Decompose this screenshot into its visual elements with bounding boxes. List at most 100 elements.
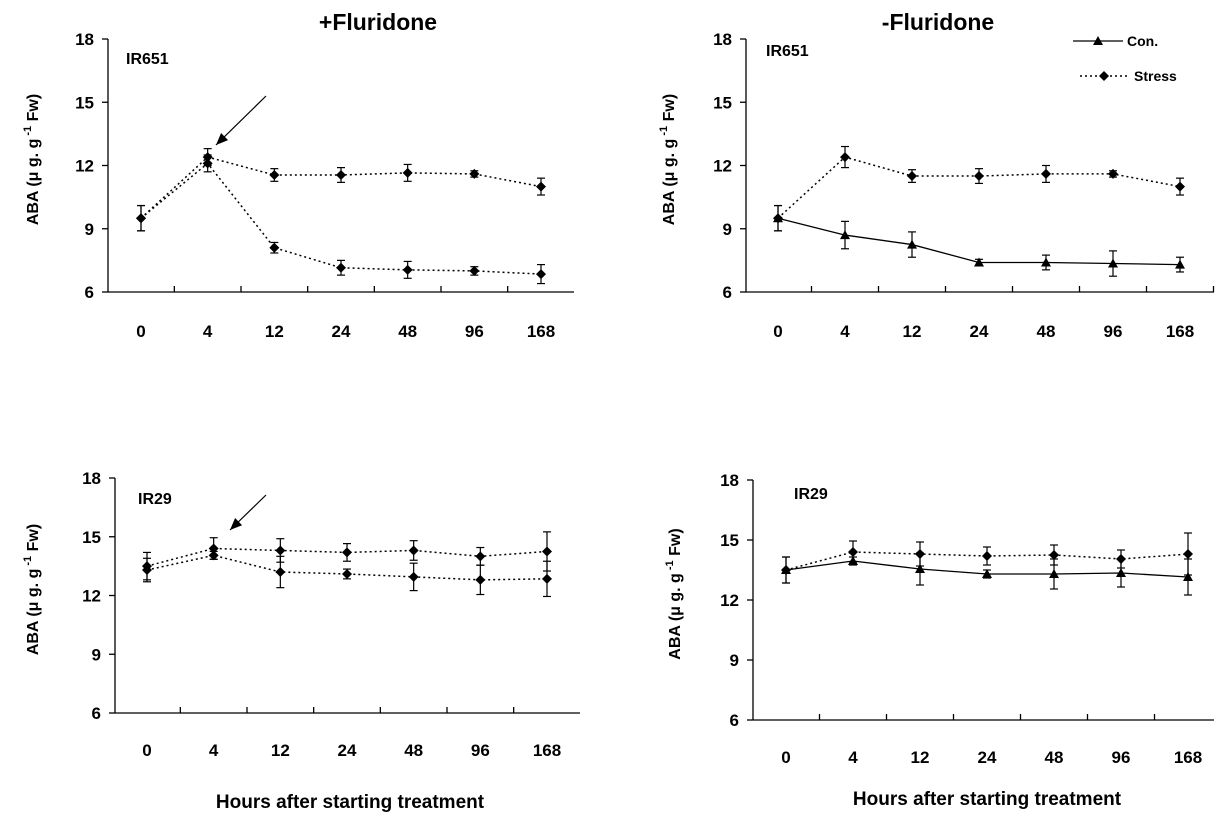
x-axis-label-left: Hours after starting treatment [216, 792, 485, 813]
data-point-diamond [208, 550, 219, 561]
x-tick-label: 48 [1037, 322, 1056, 341]
y-tick-label: 9 [85, 220, 94, 239]
x-tick-label: 4 [209, 741, 219, 760]
data-point-diamond [342, 568, 352, 579]
annotation-arrow-head-icon [216, 133, 229, 145]
y-tick-label: 18 [720, 471, 739, 490]
data-point-diamond [907, 171, 917, 182]
y-tick-label: 12 [82, 587, 101, 606]
data-point-diamond [1041, 168, 1051, 179]
x-tick-label: 0 [136, 322, 145, 341]
data-point-diamond [542, 573, 552, 584]
series-s1 [136, 148, 546, 232]
data-point-triangle [1049, 569, 1059, 578]
x-tick-label: 48 [1045, 748, 1064, 767]
data-point-triangle [974, 257, 984, 267]
y-tick-label: 15 [75, 93, 94, 112]
legend: Con. Stress [1073, 33, 1177, 84]
x-tick-label: 4 [203, 322, 213, 341]
series-line [777, 156, 1181, 219]
data-point-diamond [402, 167, 413, 178]
x-tick-label: 12 [265, 322, 284, 341]
chart-panel-4: 6 9 12 15 18 0 4 12 24 48 96 168 IR29 ABA (μ g. g -1 … [664, 471, 1214, 767]
data-point-triangle [1108, 258, 1118, 268]
legend-stress-diamond-icon [1099, 71, 1109, 81]
x-tick-label: 0 [142, 741, 151, 760]
x-tick-label: 0 [781, 748, 790, 767]
data-point-diamond [1116, 554, 1126, 564]
data-point-diamond [469, 168, 480, 179]
data-point-diamond [1175, 181, 1185, 192]
y-axis-label: ABA (μ g. g -1 Fw) [658, 94, 678, 225]
x-tick-label: 12 [271, 741, 290, 760]
y-tick-label: 18 [713, 30, 732, 49]
data-point-diamond [269, 169, 280, 180]
chart-panel-1: 6 9 12 15 18 0 4 12 24 48 96 168 +Fluridone IR651 ABA … [22, 9, 574, 341]
x-axis-label-right: Hours after starting treatment [853, 789, 1122, 810]
data-point-diamond [781, 565, 791, 575]
series-con [773, 204, 1185, 277]
panel-label: IR651 [766, 43, 809, 60]
data-point-triangle [1183, 572, 1193, 581]
y-tick-label: 9 [730, 651, 739, 670]
x-tick-label: 96 [1112, 748, 1131, 767]
x-tick-label: 4 [840, 322, 850, 341]
chart-panel-3: 6 9 12 15 18 0 4 12 24 48 96 168 IR29 ABA (μ g. g -1 … [22, 469, 580, 760]
data-point-triangle [915, 564, 925, 573]
data-point-diamond [408, 545, 419, 556]
data-point-triangle [907, 239, 917, 249]
y-tick-label: 6 [92, 704, 101, 723]
x-tick-label: 96 [465, 322, 484, 341]
x-tick-label: 0 [773, 322, 782, 341]
x-tick-label: 24 [978, 748, 997, 767]
y-axis-label: ABA (μ g. g -1 Fw) [664, 528, 684, 659]
data-point-diamond [136, 213, 146, 224]
y-tick-label: 18 [82, 469, 101, 488]
y-tick-label: 6 [85, 283, 94, 302]
x-tick-label: 12 [903, 322, 922, 341]
data-point-diamond [275, 567, 286, 577]
data-point-triangle [1175, 259, 1185, 269]
data-point-diamond [336, 169, 346, 180]
y-axis-label: ABA (μ g. g -1 Fw) [22, 94, 42, 225]
x-tick-label: 168 [1174, 748, 1202, 767]
data-point-diamond [142, 565, 152, 576]
y-tick-label: 12 [720, 591, 739, 610]
data-point-diamond [202, 158, 213, 169]
data-point-diamond [1049, 550, 1059, 560]
legend-con-triangle-icon [1093, 36, 1103, 45]
x-tick-label: 24 [970, 322, 989, 341]
data-point-diamond [1183, 549, 1193, 559]
series-s2 [136, 154, 546, 285]
x-tick-label: 4 [848, 748, 858, 767]
panel-label: IR29 [138, 491, 172, 508]
y-tick-label: 15 [720, 531, 739, 550]
data-point-diamond [974, 171, 984, 182]
data-point-triangle [982, 569, 992, 578]
data-point-triangle [1116, 568, 1126, 577]
x-tick-label: 48 [398, 322, 417, 341]
data-point-triangle [1041, 257, 1051, 267]
series-line [140, 156, 542, 219]
data-point-diamond [275, 545, 286, 556]
data-point-diamond [408, 571, 419, 582]
panel-label: IR29 [794, 486, 828, 503]
data-point-diamond [336, 262, 346, 273]
data-point-diamond [915, 549, 925, 559]
x-tick-label: 24 [332, 322, 351, 341]
series-stress [781, 532, 1193, 584]
data-point-triangle [840, 230, 850, 240]
series-s2 [142, 550, 552, 598]
y-tick-label: 15 [82, 528, 101, 547]
data-point-diamond [342, 547, 352, 558]
y-tick-label: 9 [723, 220, 732, 239]
y-tick-label: 6 [723, 283, 732, 302]
panel-label: IR651 [126, 51, 169, 68]
y-tick-label: 18 [75, 30, 94, 49]
data-point-diamond [475, 551, 486, 562]
x-tick-label: 24 [338, 741, 357, 760]
x-tick-label: 168 [533, 741, 561, 760]
y-axis-label: ABA (μ g. g -1 Fw) [22, 524, 42, 655]
data-point-diamond [402, 264, 413, 275]
